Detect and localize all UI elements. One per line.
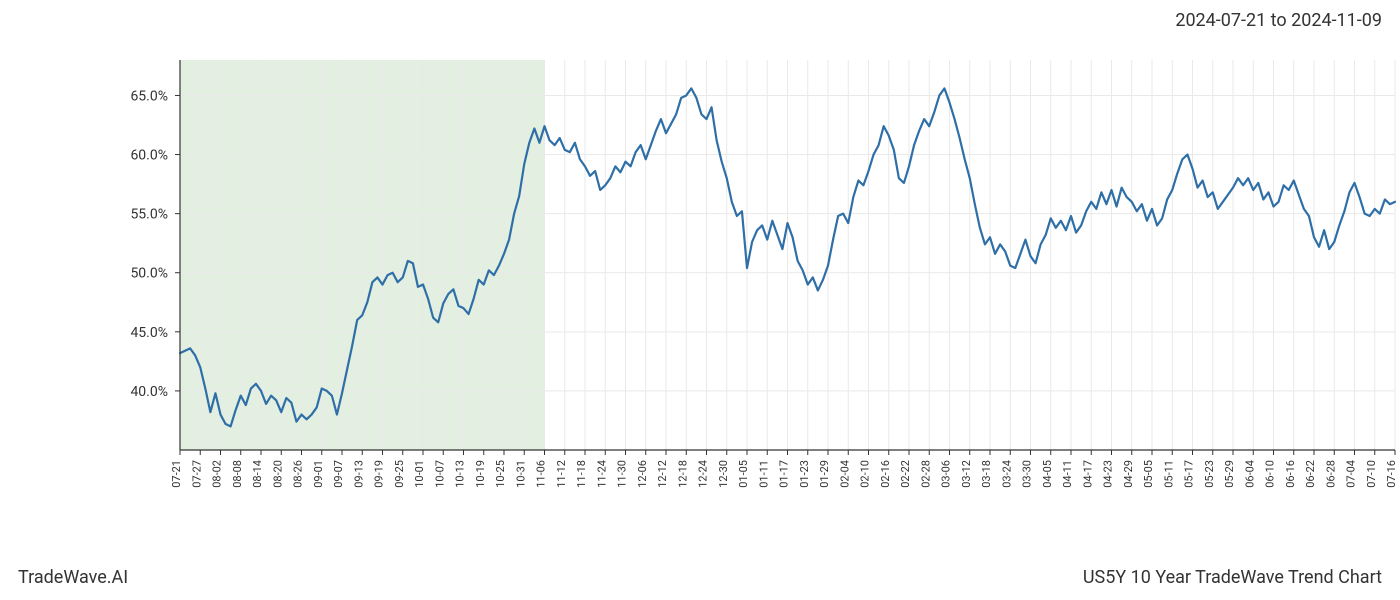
x-tick-label: 07-21 — [170, 460, 183, 488]
x-tick-label: 01-17 — [778, 460, 791, 488]
x-tick-label: 08-20 — [271, 460, 284, 488]
x-tick-label: 02-04 — [838, 460, 851, 488]
x-tick-label: 05-05 — [1142, 460, 1155, 488]
x-tick-label: 07-04 — [1345, 460, 1358, 488]
date-range-label: 2024-07-21 to 2024-11-09 — [1175, 10, 1382, 31]
y-tick-label: 45.0% — [130, 325, 168, 341]
x-tick-label: 12-18 — [676, 460, 689, 488]
x-tick-label: 02-10 — [859, 460, 872, 488]
chart-title-label: US5Y 10 Year TradeWave Trend Chart — [1083, 567, 1382, 588]
x-tick-label: 12-30 — [717, 460, 730, 488]
x-tick-label: 05-17 — [1183, 460, 1196, 488]
trend-chart: 40.0% 45.0% 50.0% 55.0% 60.0% 65.0% 07-21 07-27… — [0, 50, 1400, 530]
x-tick-label: 01-11 — [757, 460, 770, 488]
x-tick-label: 10-01 — [413, 460, 426, 488]
x-tick-label: 08-26 — [292, 460, 305, 488]
x-tick-label: 12-24 — [697, 460, 710, 488]
x-tick-label: 06-22 — [1304, 460, 1317, 488]
x-tick-label: 05-23 — [1203, 460, 1216, 488]
x-tick-label: 01-05 — [737, 460, 750, 488]
x-tick-label: 08-02 — [211, 460, 224, 488]
x-tick-label: 02-28 — [919, 460, 932, 488]
x-tick-label: 09-01 — [312, 460, 325, 488]
x-tick-label: 03-18 — [980, 460, 993, 488]
y-tick-label: 55.0% — [130, 207, 168, 223]
x-tick-label: 06-10 — [1264, 460, 1277, 488]
x-tick-label: 05-11 — [1162, 460, 1175, 488]
x-tick-label: 04-11 — [1061, 460, 1074, 488]
x-tick-label: 04-23 — [1102, 460, 1115, 488]
brand-label: TradeWave.AI — [18, 567, 128, 588]
x-tick-label: 04-17 — [1081, 460, 1094, 488]
x-tick-label: 11-24 — [595, 460, 608, 488]
x-tick-label: 12-06 — [636, 460, 649, 488]
x-tick-label: 03-24 — [1000, 460, 1013, 488]
x-tick-label: 10-07 — [433, 460, 446, 488]
x-tick-label: 01-29 — [818, 460, 831, 488]
x-tick-label: 10-31 — [514, 460, 527, 488]
x-tick-label: 09-19 — [373, 460, 386, 488]
x-tick-label: 11-18 — [575, 460, 588, 488]
chart-svg: 40.0% 45.0% 50.0% 55.0% 60.0% 65.0% 07-21 07-27… — [0, 50, 1400, 530]
x-tick-label: 10-13 — [454, 460, 467, 488]
x-tick-label: 11-30 — [616, 460, 629, 488]
footer: TradeWave.AI US5Y 10 Year TradeWave Tren… — [0, 564, 1400, 590]
x-tick-label: 11-12 — [555, 460, 568, 488]
y-tick-label: 60.0% — [130, 148, 168, 164]
x-tick-label: 08-14 — [251, 460, 264, 488]
y-tick-label: 50.0% — [130, 266, 168, 282]
x-tick-label: 09-13 — [352, 460, 365, 488]
x-tick-label: 04-05 — [1041, 460, 1054, 488]
x-tick-label: 07-10 — [1365, 460, 1378, 488]
x-tick-label: 02-16 — [879, 460, 892, 488]
x-tick-label: 01-23 — [798, 460, 811, 488]
x-tick-label: 11-06 — [535, 460, 548, 488]
x-tick-label: 06-28 — [1324, 460, 1337, 488]
x-tick-label: 03-06 — [940, 460, 953, 488]
x-tick-label: 02-22 — [899, 460, 912, 488]
x-tick-label: 04-29 — [1122, 460, 1135, 488]
x-tick-label: 09-07 — [332, 460, 345, 488]
y-tick-label: 40.0% — [130, 384, 168, 400]
x-tick-label: 03-30 — [1021, 460, 1034, 488]
x-tick-label: 10-25 — [494, 460, 507, 488]
x-tick-label: 05-29 — [1223, 460, 1236, 488]
y-tick-label: 65.0% — [130, 88, 168, 104]
x-tick-label: 12-12 — [656, 460, 669, 488]
x-tick-label: 06-04 — [1243, 460, 1256, 488]
x-tick-label: 10-19 — [474, 460, 487, 488]
x-tick-label: 09-25 — [393, 460, 406, 488]
x-tick-label: 07-27 — [190, 460, 203, 488]
x-tick-label: 08-08 — [231, 460, 244, 488]
x-tick-label: 07-16 — [1385, 460, 1398, 488]
x-tick-label: 03-12 — [960, 460, 973, 488]
x-tick-label: 06-16 — [1284, 460, 1297, 488]
